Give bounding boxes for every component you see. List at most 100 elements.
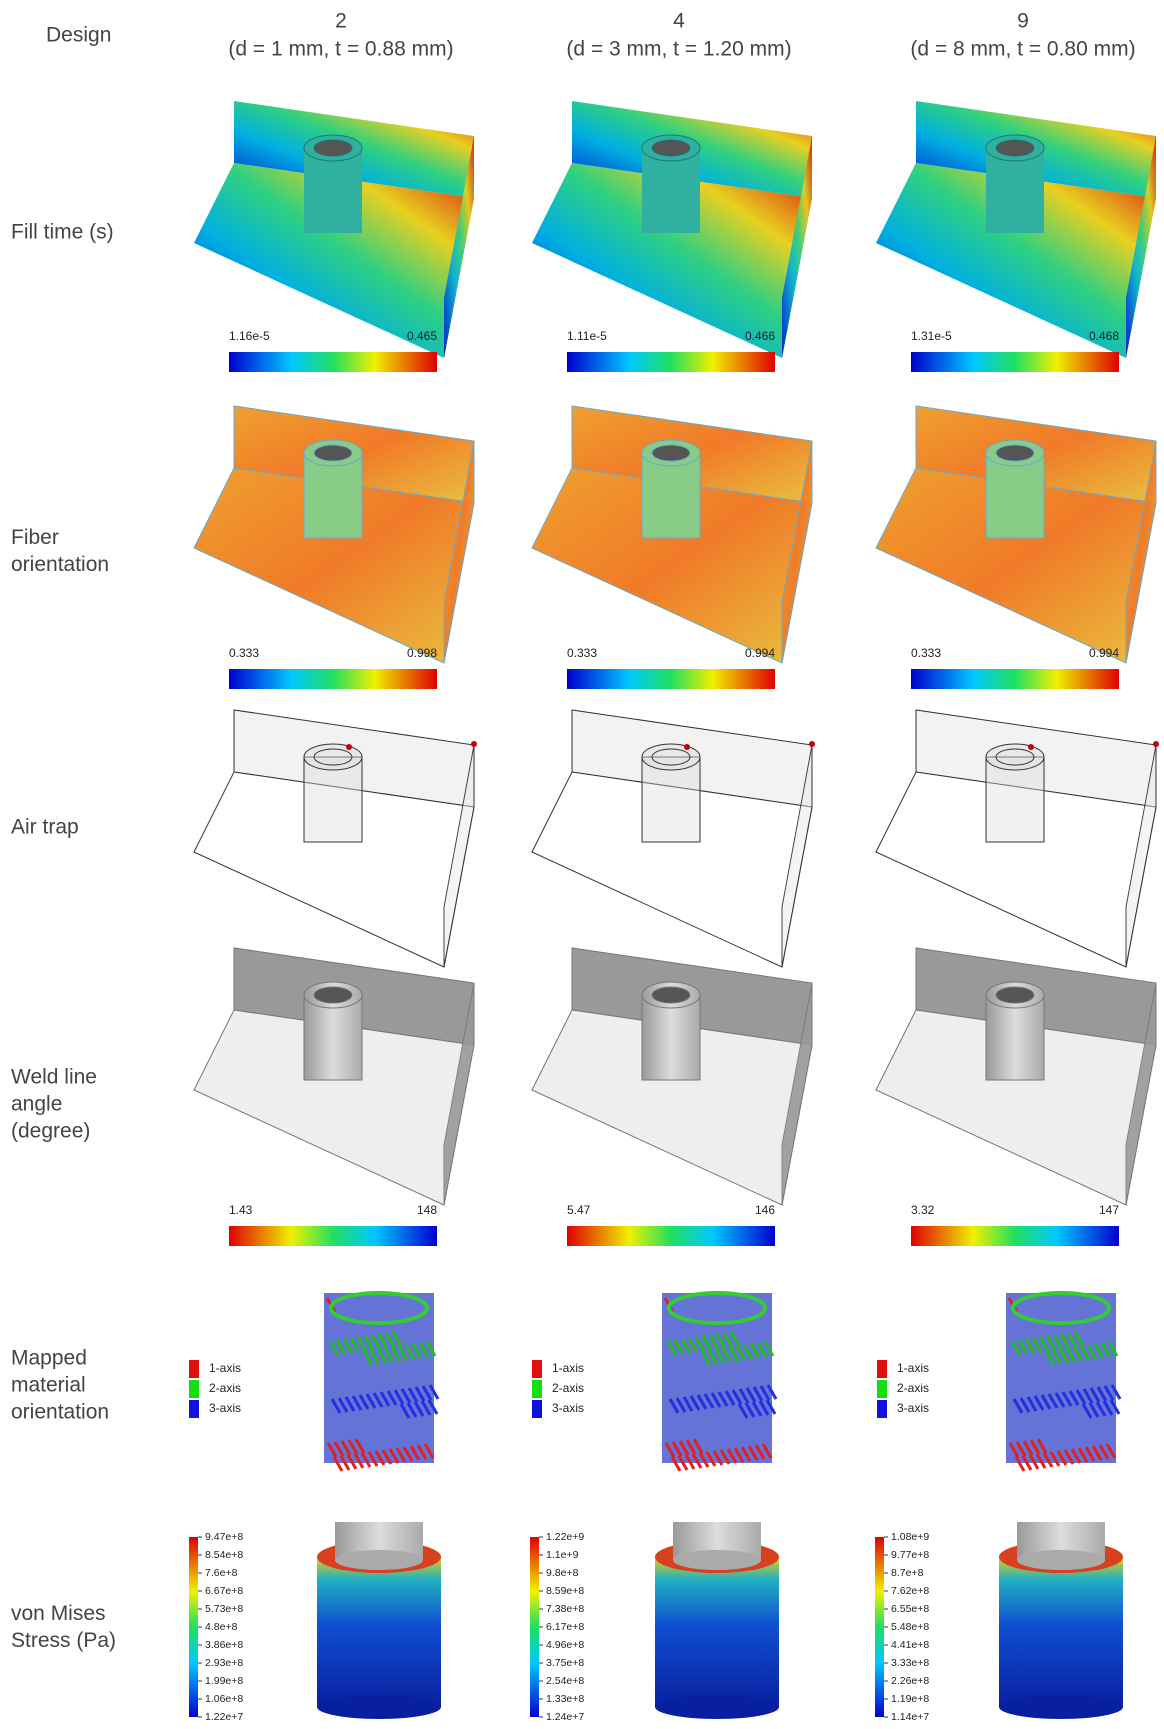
row-label: von Mises [11,1602,106,1625]
stress-tick-label: 3.33e+8 [891,1657,929,1669]
cylinder-bottom [999,1695,1123,1719]
colorbar-max: 148 [417,1203,437,1217]
part-render [532,948,812,1205]
stress-tick-label: 6.67e+8 [205,1585,243,1597]
colorbar-max: 0.994 [1089,646,1119,660]
row-label: Fill time (s) [11,221,114,244]
stress-tick-label: 1.24e+7 [546,1711,584,1723]
colorbar-max: 0.998 [407,646,437,660]
stress-tick-label: 5.73e+8 [205,1603,243,1615]
stress-tick-label: 3.75e+8 [546,1657,584,1669]
air-trap-marker [1153,741,1159,747]
colorbar [567,669,775,689]
stress-tick-label: 8.7e+8 [891,1567,924,1579]
part-render [876,710,1159,967]
boss-top [986,744,1044,770]
legend-swatch [532,1380,542,1398]
boss-top [642,744,700,770]
colorbar [567,352,775,372]
air-trap-marker [809,741,815,747]
boss-hole [996,987,1034,1003]
part-render [876,101,1156,358]
air-trap-marker [1028,744,1034,750]
part-render [876,406,1156,663]
colorbar-min: 1.16e-5 [229,329,270,343]
colorbar [229,352,437,372]
design-parameters: (d = 1 mm, t = 0.88 mm) [228,38,453,61]
stress-tick-label: 7.62e+8 [891,1585,929,1597]
stress-tick-label: 9.77e+8 [891,1549,929,1561]
stress-tick-label: 8.54e+8 [205,1549,243,1561]
colorbar-min: 1.11e-5 [567,329,607,343]
stress-tick-label: 5.48e+8 [891,1621,929,1633]
colorbar-max: 147 [1099,1203,1119,1217]
colorbar [229,1226,437,1246]
stress-tick-label: 1.99e+8 [205,1675,243,1687]
loading-pin-end [673,1550,761,1570]
colorbar-min: 0.333 [229,646,259,660]
stress-colorbar [189,1537,198,1717]
cylinder-body [317,1557,441,1707]
stress-tick-label: 2.54e+8 [546,1675,584,1687]
row-label: angle [11,1093,62,1116]
design-number: 9 [1017,10,1029,33]
legend-swatch [532,1400,542,1418]
stress-tick-label: 1.14e+7 [891,1711,929,1723]
cylinder-body [655,1557,779,1707]
loading-pin-end [1017,1550,1105,1570]
cylinder-body [999,1557,1123,1707]
legend-label: 3-axis [897,1401,929,1415]
part-render [876,948,1156,1205]
boss-hole [314,445,352,461]
design-header: Design [46,24,111,47]
colorbar-max: 0.465 [407,329,437,343]
legend-label: 3-axis [209,1401,241,1415]
cylinder-render [999,1522,1123,1719]
design-number: 4 [673,10,685,33]
legend-label: 1-axis [209,1361,241,1375]
row-label: Air trap [11,816,79,839]
boss-hole [652,140,690,156]
stress-tick-label: 1.22e+9 [546,1531,584,1543]
part-render [532,406,812,663]
stress-tick-label: 4.8e+8 [205,1621,238,1633]
stress-colorbar [875,1537,884,1717]
colorbar [911,1226,1119,1246]
row-label: (degree) [11,1120,90,1143]
colorbar-min: 0.333 [911,646,941,660]
legend-label: 3-axis [552,1401,584,1415]
cylinder-render [317,1522,441,1719]
stress-tick-label: 4.96e+8 [546,1639,584,1651]
boss-hole [314,987,352,1003]
design-number: 2 [335,10,347,33]
colorbar-max: 0.468 [1089,329,1119,343]
boss-hole [996,445,1034,461]
cylinder-render [324,1293,438,1471]
legend-label: 2-axis [897,1381,929,1395]
row-label: orientation [11,553,109,576]
legend-swatch [877,1400,887,1418]
colorbar-min: 1.31e-5 [911,329,952,343]
cylinder-render [662,1293,776,1471]
boss-hole [314,140,352,156]
boss-hole [652,987,690,1003]
part-render [194,101,474,358]
part-render [194,406,474,663]
legend-swatch [877,1360,887,1378]
row-label: Stress (Pa) [11,1629,116,1652]
air-trap-marker [346,744,352,750]
stress-colorbar [530,1537,539,1717]
colorbar-min: 1.43 [229,1203,253,1217]
stress-tick-label: 4.41e+8 [891,1639,929,1651]
legend-swatch [532,1360,542,1378]
air-trap-marker [471,741,477,747]
legend-swatch [189,1400,199,1418]
row-label: Fiber [11,526,59,549]
legend-label: 2-axis [552,1381,584,1395]
boss-hole [652,445,690,461]
legend-swatch [189,1380,199,1398]
colorbar-min: 5.47 [567,1203,591,1217]
colorbar [911,352,1119,372]
air-trap-marker [684,744,690,750]
part-render [194,710,477,967]
